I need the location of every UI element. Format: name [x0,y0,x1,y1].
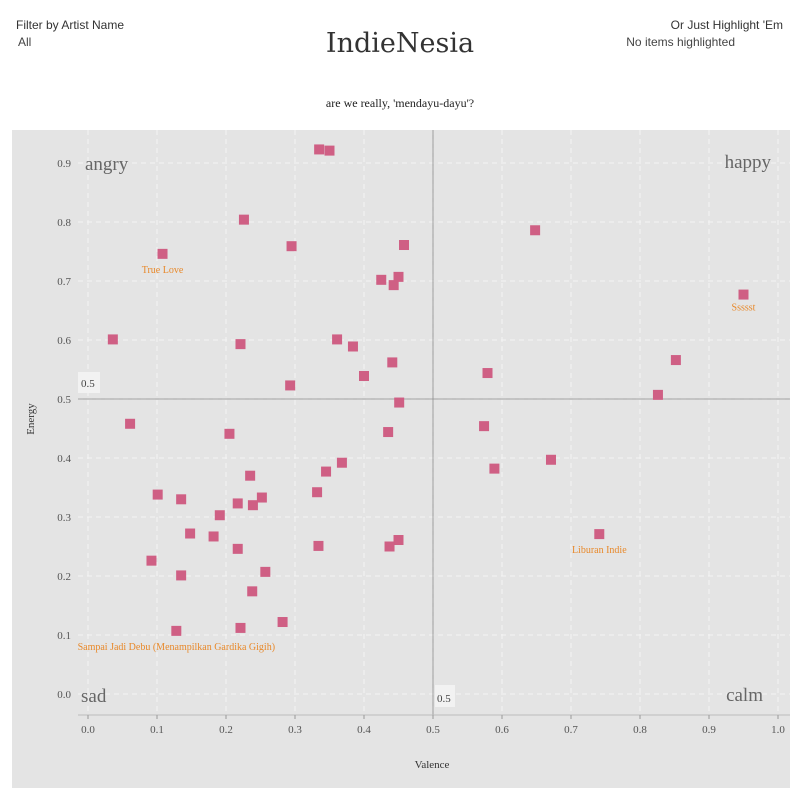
data-point[interactable] [314,144,325,155]
data-point[interactable] [232,543,243,554]
y-tick-label: 0.3 [57,512,71,524]
data-point[interactable] [238,214,249,225]
x-tick-label: 0.7 [564,724,578,736]
data-point[interactable] [235,622,246,633]
y-tick-label: 0.0 [57,689,71,701]
data-point[interactable] [247,586,258,597]
x-tick-label: 0.8 [633,724,647,736]
data-point[interactable] [208,531,219,542]
data-point[interactable] [332,334,343,345]
reference-label-bg [78,372,100,393]
artist-filter-label: Filter by Artist Name [16,18,125,32]
data-point[interactable] [313,540,324,551]
highlight-control[interactable]: Or Just Highlight 'Em No items highlight… [626,18,783,49]
x-tick-label: 0.9 [702,724,716,736]
data-point[interactable] [171,625,182,636]
highlight-label: Or Just Highlight 'Em [670,18,783,32]
dashboard-title: IndieNesia [325,28,475,59]
data-point[interactable] [214,510,225,521]
reference-label-bg [435,685,455,707]
x-tick-label: 0.3 [288,724,302,736]
artist-filter[interactable]: Filter by Artist Name All [16,18,124,49]
x-tick-label: 1.0 [771,724,785,736]
data-point[interactable] [224,428,235,439]
data-point[interactable] [383,427,394,438]
data-point[interactable] [359,370,369,381]
data-point[interactable] [286,241,297,252]
x-tick-label: 0.1 [150,724,164,736]
x-tick-label: 0.0 [81,724,95,736]
data-point[interactable] [479,421,490,432]
y-tick-label: 0.9 [57,158,71,170]
data-point[interactable] [594,529,605,540]
data-point[interactable] [324,145,335,156]
y-tick-label: 0.2 [57,571,71,583]
y-tick-label: 0.5 [57,394,71,406]
data-point[interactable] [146,555,157,566]
data-point[interactable] [387,357,398,368]
x-tick-label: 0.5 [426,724,440,736]
data-point[interactable] [185,528,196,539]
data-point[interactable] [347,341,358,352]
chart-background [12,130,790,788]
y-axis-title: Energy [25,403,37,435]
data-point[interactable] [125,418,136,429]
data-point[interactable] [256,492,267,503]
data-point[interactable] [260,566,271,577]
data-point[interactable] [232,498,243,509]
x-axis-title: Valence [415,759,450,771]
x-tick-label: 0.6 [495,724,509,736]
data-point[interactable] [277,617,288,628]
data-point[interactable] [388,280,399,291]
data-point[interactable] [235,339,246,350]
data-point[interactable] [670,355,681,366]
data-point[interactable] [652,389,663,400]
data-point[interactable] [285,380,296,391]
data-point[interactable] [489,463,500,474]
reference-label-valence: 0.5 [437,693,451,705]
y-tick-label: 0.7 [57,276,71,288]
scatter-chart: 0.5 0.5 0.0 0.1 0.2 0.3 0.4 0.5 0.6 0.7 0.8 0.9 1.0 0… [12,130,790,788]
data-point[interactable] [399,240,410,251]
quadrant-label-calm: calm [726,685,763,706]
data-point[interactable] [738,289,749,300]
data-point[interactable] [157,248,168,259]
data-point[interactable] [176,570,187,581]
data-point[interactable] [312,487,323,498]
quadrant-label-sad: sad [81,686,107,707]
data-point[interactable] [530,225,541,236]
data-point[interactable] [393,535,404,546]
reference-label-energy: 0.5 [81,378,95,390]
y-tick-label: 0.8 [57,217,71,229]
data-point[interactable] [545,454,556,465]
data-point[interactable] [336,457,347,468]
data-point[interactable] [247,500,258,511]
data-point[interactable] [394,397,405,408]
y-tick-label: 0.4 [57,453,71,465]
chart-subtitle: are we really, 'mendayu-dayu'? [325,96,475,110]
data-point[interactable] [176,494,187,505]
data-point[interactable] [384,541,395,552]
x-tick-label: 0.2 [219,724,233,736]
quadrant-label-happy: happy [725,152,772,173]
data-point[interactable] [376,274,387,285]
data-point[interactable] [393,271,404,282]
quadrant-label-angry: angry [85,154,129,175]
point-annotation: Liburan Indie [572,545,627,556]
y-tick-label: 0.1 [57,630,71,642]
artist-filter-value[interactable]: All [18,35,32,49]
point-annotation: Sampai Jadi Debu (Menampilkan Gardika Gi… [78,642,275,653]
data-point[interactable] [107,334,118,345]
point-annotation: Ssssst [732,303,756,314]
data-point[interactable] [245,470,256,481]
data-point[interactable] [482,368,493,379]
data-point[interactable] [321,466,332,477]
point-annotation: True Love [142,265,184,276]
y-tick-label: 0.6 [57,335,71,347]
x-tick-label: 0.4 [357,724,371,736]
highlight-value[interactable]: No items highlighted [626,35,735,49]
data-point[interactable] [152,489,163,500]
